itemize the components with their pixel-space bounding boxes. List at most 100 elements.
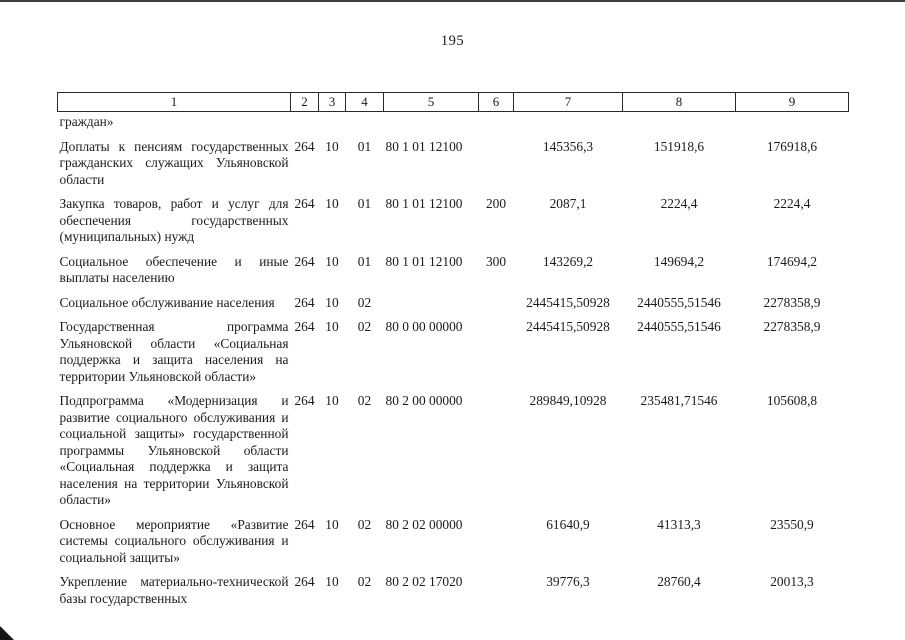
- cell-exp-type: 200: [485, 196, 507, 211]
- cell-section: 10: [325, 319, 339, 334]
- cell-section: 10: [325, 516, 339, 532]
- cell-amount-y2: 151918,6: [653, 138, 705, 154]
- cell-exp-type: [479, 515, 514, 573]
- cell-amount-y2: 2440555,51546: [637, 319, 721, 334]
- header-col-2: 2: [290, 92, 319, 112]
- cell-target-code: 80 0 00 00000: [385, 319, 463, 334]
- cell-amount-y3: 2278358,9: [763, 294, 821, 310]
- table-row: Доплаты к пенсиям государственных гражда…: [58, 137, 849, 195]
- budget-table: 1 2 3 4 5 6 7 8 9 граждан»: [57, 92, 849, 613]
- cell-grbs: 264: [294, 294, 315, 310]
- table-body: граждан» Доплаты к пенсиям государственн…: [58, 112, 849, 614]
- cell-description: Укрепление материально-технической базы …: [59, 574, 289, 606]
- cell-amount-y3: 105608,8: [766, 393, 818, 408]
- cell-subsection: [346, 112, 384, 137]
- cell-subsection: 02: [357, 319, 372, 334]
- cell-exp-type: [479, 572, 514, 613]
- cell-exp-type: [479, 293, 514, 318]
- cell-amount-y1: 2445415,50928: [526, 319, 610, 334]
- cell-grbs: 264: [294, 196, 315, 211]
- cell-subsection: 01: [357, 196, 372, 211]
- cell-exp-type: [479, 391, 514, 515]
- cell-target-code: [384, 293, 479, 318]
- scan-artifact-corner: [0, 626, 14, 640]
- cell-amount-y1: 2445415,50928: [526, 294, 610, 310]
- cell-amount-y3: 2278358,9: [763, 319, 821, 334]
- cell-section: 10: [325, 574, 339, 589]
- cell-description: Государственная программа Ульяновской об…: [59, 319, 289, 384]
- cell-description: Основное мероприятие «Развитие системы с…: [59, 516, 289, 565]
- cell-amount-y3: [736, 112, 849, 137]
- cell-amount-y2: 149694,2: [653, 253, 705, 269]
- cell-target-code: 80 2 02 00000: [385, 516, 463, 532]
- header-col-5: 5: [383, 92, 479, 112]
- table-row: Государственная программа Ульяновской об…: [58, 317, 849, 391]
- table-row: Подпрограмма «Модернизация и развитие со…: [58, 391, 849, 515]
- cell-target-code: 80 1 01 12100: [385, 253, 463, 269]
- cell-amount-y1: [514, 112, 623, 137]
- header-col-9: 9: [735, 92, 849, 112]
- table-row: Закупка товаров, работ и услуг для обесп…: [58, 194, 849, 252]
- cell-subsection: 02: [357, 294, 372, 310]
- cell-grbs: 264: [294, 516, 315, 532]
- cell-subsection: 02: [357, 574, 372, 589]
- cell-section: 10: [325, 393, 339, 408]
- cell-amount-y2: 41313,3: [657, 516, 701, 532]
- cell-subsection: 02: [357, 393, 372, 408]
- table-row: Основное мероприятие «Развитие системы с…: [58, 515, 849, 573]
- cell-section: 10: [325, 253, 339, 269]
- cell-amount-y1: 143269,2: [542, 253, 594, 269]
- cell-target-code: 80 2 00 00000: [385, 393, 463, 408]
- header-col-8: 8: [622, 92, 736, 112]
- table-row: Социальное обеспечение и иные выплаты на…: [58, 252, 849, 293]
- cell-section: 10: [325, 196, 339, 211]
- cell-grbs: 264: [294, 138, 315, 154]
- cell-description: Доплаты к пенсиям государственных гражда…: [59, 138, 289, 187]
- cell-grbs: 264: [294, 253, 315, 269]
- cell-grbs: 264: [294, 393, 315, 408]
- cell-amount-y3: 23550,9: [770, 516, 814, 532]
- table-row: Социальное обслуживание населения 264 10…: [58, 293, 849, 318]
- cell-exp-type: 300: [485, 253, 507, 269]
- cell-description: Социальное обеспечение и иные выплаты на…: [59, 253, 289, 286]
- cell-amount-y1: 2087,1: [549, 196, 587, 211]
- cell-target-code: [384, 112, 479, 137]
- header-col-6: 6: [478, 92, 514, 112]
- cell-section: [319, 112, 346, 137]
- table-row: Укрепление материально-технической базы …: [58, 572, 849, 613]
- cell-section: 10: [325, 294, 339, 310]
- cell-amount-y3: 20013,3: [770, 574, 814, 589]
- cell-description: Закупка товаров, работ и услуг для обесп…: [59, 196, 289, 244]
- page-number: 195: [440, 33, 465, 49]
- cell-amount-y1: 39776,3: [546, 574, 590, 589]
- cell-description: граждан»: [59, 114, 114, 129]
- header-col-7: 7: [513, 92, 623, 112]
- cell-exp-type: [479, 317, 514, 391]
- cell-amount-y1: 289849,10928: [529, 393, 607, 408]
- cell-amount-y3: 2224,4: [773, 196, 811, 211]
- cell-grbs: 264: [294, 574, 315, 589]
- table-header-row: 1 2 3 4 5 6 7 8 9: [57, 92, 849, 112]
- cell-amount-y1: 61640,9: [546, 516, 590, 532]
- cell-amount-y2: 2440555,51546: [637, 294, 721, 310]
- cell-amount-y2: 235481,71546: [640, 393, 718, 408]
- cell-target-code: 80 1 01 12100: [385, 138, 463, 154]
- cell-amount-y2: [623, 112, 736, 137]
- cell-description: Социальное обслуживание населения: [59, 294, 275, 310]
- cell-description: Подпрограмма «Модернизация и развитие со…: [59, 393, 289, 507]
- table-row: граждан»: [58, 112, 849, 137]
- cell-subsection: 01: [357, 138, 372, 154]
- cell-target-code: 80 1 01 12100: [385, 196, 463, 211]
- cell-section: 10: [325, 138, 339, 154]
- cell-amount-y3: 174694,2: [766, 253, 818, 269]
- cell-amount-y2: 2224,4: [660, 196, 698, 211]
- header-col-1: 1: [57, 92, 291, 112]
- cell-subsection: 02: [357, 516, 372, 532]
- cell-target-code: 80 2 02 17020: [385, 574, 463, 589]
- header-col-3: 3: [318, 92, 346, 112]
- cell-subsection: 01: [357, 253, 372, 269]
- table-header: 1 2 3 4 5 6 7 8 9: [57, 92, 849, 112]
- cell-exp-type: [479, 112, 514, 137]
- cell-amount-y2: 28760,4: [657, 574, 701, 589]
- cell-amount-y1: 145356,3: [542, 138, 594, 154]
